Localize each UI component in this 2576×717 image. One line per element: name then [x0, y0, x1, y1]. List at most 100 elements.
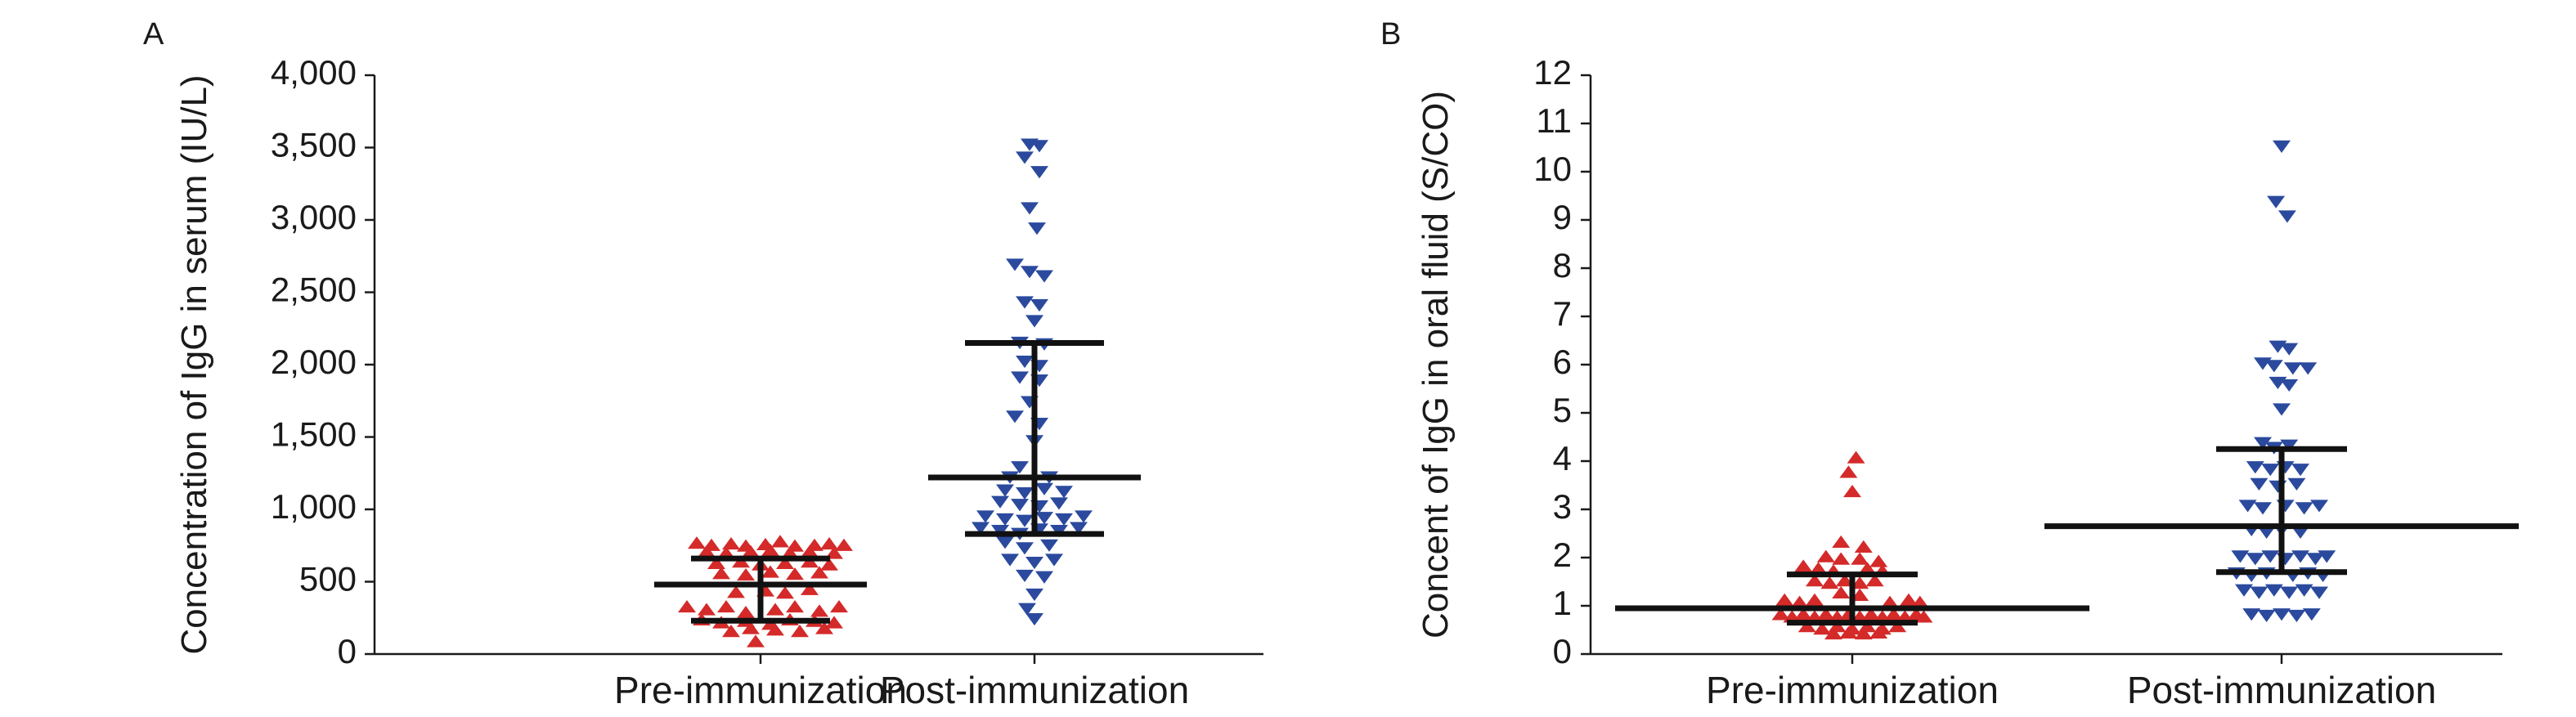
data-point [1075, 510, 1093, 523]
data-point [727, 585, 745, 598]
data-point [2250, 477, 2269, 491]
data-point [972, 522, 990, 535]
y-tick-label: 2 [1553, 536, 1572, 574]
y-tick-label: 0 [338, 632, 357, 670]
data-point [1006, 258, 1024, 271]
chart-panel-a: A 0 500 1,000 1,500 2,000 2,500 3,000 3,500 4,000… [143, 17, 1263, 711]
y-tick-label: 2,000 [271, 343, 357, 381]
data-point [1806, 593, 1824, 606]
data-point [786, 567, 804, 580]
data-point [1851, 588, 1869, 601]
data-point [737, 568, 755, 581]
data-point [766, 603, 784, 616]
data-point [1809, 562, 1828, 575]
data-point [1900, 593, 1918, 606]
data-point [707, 556, 725, 570]
data-point [1790, 595, 1809, 608]
data-point [2235, 584, 2253, 597]
data-point [1016, 296, 1034, 309]
data-point [1055, 513, 1073, 527]
data-point [2291, 526, 2309, 539]
data-point [2267, 195, 2286, 208]
data-point [1869, 554, 1888, 567]
data-point [1018, 603, 1036, 616]
data-point [2310, 586, 2328, 599]
data-point [1070, 522, 1088, 535]
data-point [1035, 571, 1053, 584]
data-point [722, 625, 740, 638]
data-point [2261, 464, 2280, 477]
data-point [698, 603, 716, 616]
data-point [1816, 607, 1835, 621]
data-point [2264, 584, 2283, 597]
data-point [2295, 584, 2313, 597]
data-point [1839, 465, 1858, 478]
y-tick-label: 3,500 [271, 126, 357, 164]
data-point [1862, 607, 1880, 621]
data-point [1806, 574, 1824, 587]
data-point [2246, 461, 2264, 474]
y-tick-label: 5 [1553, 391, 1572, 429]
x-category-label: Post-immunization [880, 669, 1189, 711]
data-point [996, 536, 1014, 549]
y-tick-label: 0 [1553, 632, 1572, 670]
data-point [820, 558, 838, 571]
data-point [1030, 166, 1048, 179]
data-point [1045, 553, 1063, 567]
data-point [722, 536, 740, 550]
data-point [996, 484, 1014, 497]
y-axis-title: Concent of IgG in oral fluid (S/CO) [1416, 91, 1456, 639]
y-tick-label: 4,000 [271, 53, 357, 92]
data-point [1021, 202, 1039, 215]
data-point [2291, 464, 2309, 477]
data-point [791, 625, 809, 638]
data-point [1847, 450, 1865, 464]
data-point [1914, 610, 1933, 623]
data-point [2280, 586, 2299, 599]
data-point [1006, 410, 1024, 423]
y-tick-label: 8 [1553, 246, 1572, 285]
data-point [801, 544, 819, 558]
data-point [1851, 576, 1869, 589]
data-point [2273, 608, 2291, 621]
data-point [2318, 550, 2336, 563]
data-point [1035, 482, 1053, 495]
data-point [1888, 620, 1907, 633]
data-point [1011, 461, 1029, 474]
data-point [698, 544, 716, 558]
data-point [1839, 625, 1858, 639]
data-point [761, 543, 779, 557]
data-point [1835, 574, 1854, 587]
data-point [1854, 626, 1873, 640]
y-tick-label: 1,000 [271, 487, 357, 526]
y-tick-label: 11 [1536, 101, 1572, 140]
data-point [1824, 626, 1842, 640]
data-point [825, 616, 843, 629]
data-point [1832, 585, 1851, 598]
data-point [2242, 608, 2261, 621]
data-point [1016, 542, 1034, 555]
data-point [737, 606, 755, 619]
y-axis-title: Concentration of IgG in serum (IU/L) [174, 74, 214, 654]
data-point [1832, 552, 1851, 565]
data-point [1865, 574, 1884, 587]
data-point [1797, 620, 1816, 633]
data-point [2280, 343, 2299, 356]
data-point [1854, 540, 1873, 553]
data-point [1035, 512, 1053, 525]
data-point [1050, 497, 1068, 510]
data-point [1813, 622, 1832, 635]
data-point [1030, 298, 1048, 312]
data-point [747, 634, 765, 648]
y-tick-label: 9 [1553, 198, 1572, 236]
data-point [776, 556, 794, 570]
data-point [810, 566, 828, 579]
data-point [1016, 151, 1034, 164]
data-point [1775, 593, 1794, 606]
data-point [2273, 140, 2291, 153]
data-point [1016, 487, 1034, 500]
data-point [1869, 625, 1888, 639]
data-point [1025, 315, 1043, 328]
data-point [2261, 550, 2280, 563]
